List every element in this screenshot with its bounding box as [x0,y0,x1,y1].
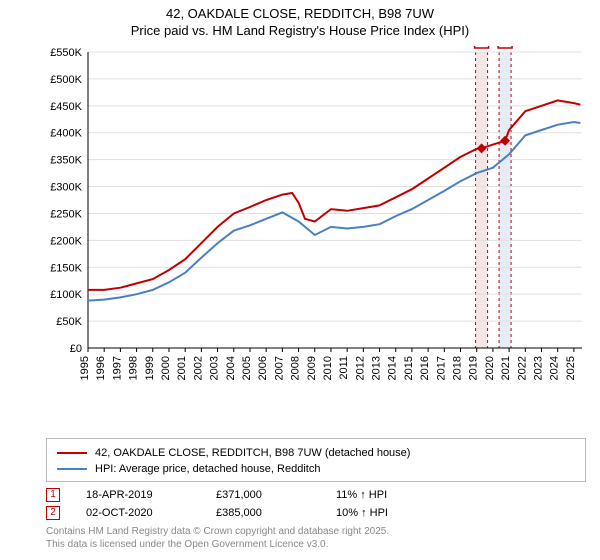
svg-text:2025: 2025 [565,356,577,380]
svg-text:2012: 2012 [354,356,366,380]
svg-text:£200K: £200K [50,235,82,247]
footer-line-2: This data is licensed under the Open Gov… [46,539,586,552]
svg-text:2008: 2008 [290,356,302,380]
svg-text:2019: 2019 [468,356,480,380]
svg-text:1995: 1995 [79,356,91,380]
svg-text:2017: 2017 [435,356,447,380]
line-chart-svg: £0 £50K £100K £150K £200K £250K £300K £350K £400… [46,46,586,396]
sale-row-2: 2 02-OCT-2020 £385,000 10% ↑ HPI [46,504,586,522]
sale-price-1: £371,000 [216,489,336,501]
svg-text:2015: 2015 [403,356,415,380]
sale-date-1: 18-APR-2019 [86,489,216,501]
sale-price-2: £385,000 [216,507,336,519]
svg-text:2018: 2018 [452,356,464,380]
legend-swatch-hpi [57,468,87,470]
svg-text:2000: 2000 [160,356,172,380]
title-line-2: Price paid vs. HM Land Registry's House … [0,23,600,38]
legend-label-hpi: HPI: Average price, detached house, Redd… [95,463,320,475]
svg-text:£450K: £450K [50,101,82,113]
sale-date-2: 02-OCT-2020 [86,507,216,519]
svg-text:2024: 2024 [549,356,561,380]
svg-text:2023: 2023 [533,356,545,380]
svg-text:£300K: £300K [50,182,82,194]
svg-text:2013: 2013 [371,356,383,380]
chart-area: £0 £50K £100K £150K £200K £250K £300K £350K £400… [46,46,586,396]
svg-text:2006: 2006 [257,356,269,380]
svg-text:2011: 2011 [338,356,350,380]
title-block: 42, OAKDALE CLOSE, REDDITCH, B98 7UW Pri… [0,0,600,42]
svg-text:£0: £0 [70,343,82,355]
svg-text:2021: 2021 [500,356,512,380]
svg-text:1998: 1998 [128,356,140,380]
svg-text:£400K: £400K [50,128,82,140]
chart-container: 42, OAKDALE CLOSE, REDDITCH, B98 7UW Pri… [0,0,600,560]
sale-row-1: 1 18-APR-2019 £371,000 11% ↑ HPI [46,486,586,504]
svg-text:1: 1 [479,46,485,48]
svg-text:2022: 2022 [516,356,528,380]
svg-text:1997: 1997 [111,356,123,380]
svg-text:1996: 1996 [95,356,107,380]
svg-text:2005: 2005 [241,356,253,380]
legend: 42, OAKDALE CLOSE, REDDITCH, B98 7UW (de… [46,438,586,482]
sale-pct-1: 11% ↑ HPI [336,489,456,501]
svg-text:£350K: £350K [50,155,82,167]
svg-text:2014: 2014 [387,356,399,380]
svg-text:£50K: £50K [56,316,82,328]
svg-text:£500K: £500K [50,74,82,86]
svg-text:2016: 2016 [419,356,431,380]
svg-text:2010: 2010 [322,356,334,380]
footer-line-1: Contains HM Land Registry data © Crown c… [46,526,586,539]
sales-table: 1 18-APR-2019 £371,000 11% ↑ HPI 2 02-OC… [46,486,586,522]
svg-text:2001: 2001 [176,356,188,380]
footer: Contains HM Land Registry data © Crown c… [46,526,586,551]
svg-text:2004: 2004 [225,356,237,380]
svg-text:2002: 2002 [192,356,204,380]
svg-text:1999: 1999 [144,356,156,380]
sale-marker-2: 2 [46,506,60,520]
svg-text:£100K: £100K [50,289,82,301]
sale-pct-2: 10% ↑ HPI [336,507,456,519]
legend-item-hpi: HPI: Average price, detached house, Redd… [57,461,575,477]
svg-text:£150K: £150K [50,262,82,274]
legend-label-price-paid: 42, OAKDALE CLOSE, REDDITCH, B98 7UW (de… [95,447,410,459]
svg-text:2009: 2009 [306,356,318,380]
svg-text:2020: 2020 [484,356,496,380]
legend-item-price-paid: 42, OAKDALE CLOSE, REDDITCH, B98 7UW (de… [57,445,575,461]
svg-text:2: 2 [502,46,508,48]
svg-text:£250K: £250K [50,208,82,220]
sale-marker-1: 1 [46,488,60,502]
title-line-1: 42, OAKDALE CLOSE, REDDITCH, B98 7UW [0,6,600,21]
svg-text:£550K: £550K [50,47,82,59]
svg-text:2003: 2003 [209,356,221,380]
svg-text:2007: 2007 [273,356,285,380]
legend-swatch-price-paid [57,452,87,454]
